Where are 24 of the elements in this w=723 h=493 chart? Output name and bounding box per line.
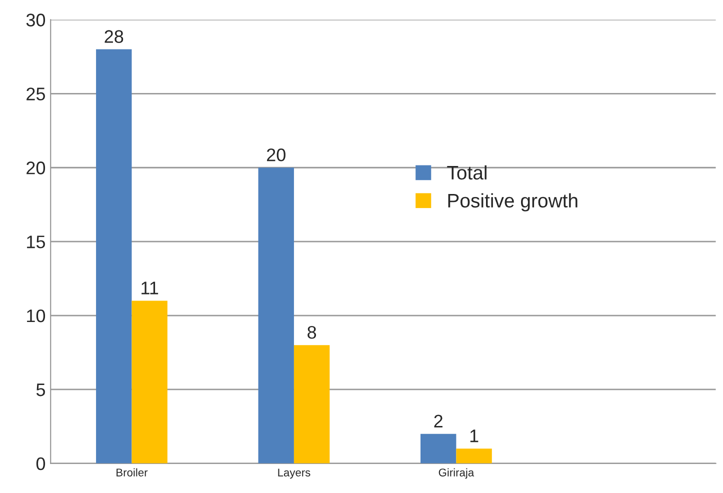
data-label: 8	[308, 326, 316, 339]
bar	[456, 448, 492, 464]
bar	[132, 300, 168, 464]
y-tick-label: 30	[26, 14, 46, 26]
y-tick-label: 25	[26, 88, 45, 100]
bar	[96, 49, 132, 464]
x-tick-label: Giriraja	[438, 468, 474, 479]
legend-label: Total	[447, 165, 486, 180]
y-tick-label: 15	[27, 236, 45, 248]
bar	[420, 434, 456, 464]
y-tick-label: 20	[26, 162, 46, 174]
legend-label: Positive growth	[448, 193, 578, 212]
data-label: 28	[104, 30, 124, 43]
y-tick-label: 10	[27, 309, 46, 322]
y-tick-label: 5	[36, 384, 45, 396]
data-label: 11	[142, 282, 158, 294]
bar	[294, 345, 330, 464]
data-label: 20	[266, 148, 286, 162]
data-label: 1	[470, 430, 478, 442]
x-tick-label: Layers	[278, 468, 310, 479]
bar	[258, 168, 294, 464]
data-label: 2	[434, 414, 442, 428]
x-tick-label: Broiler	[116, 468, 148, 476]
y-tick-label: 0	[36, 457, 46, 470]
